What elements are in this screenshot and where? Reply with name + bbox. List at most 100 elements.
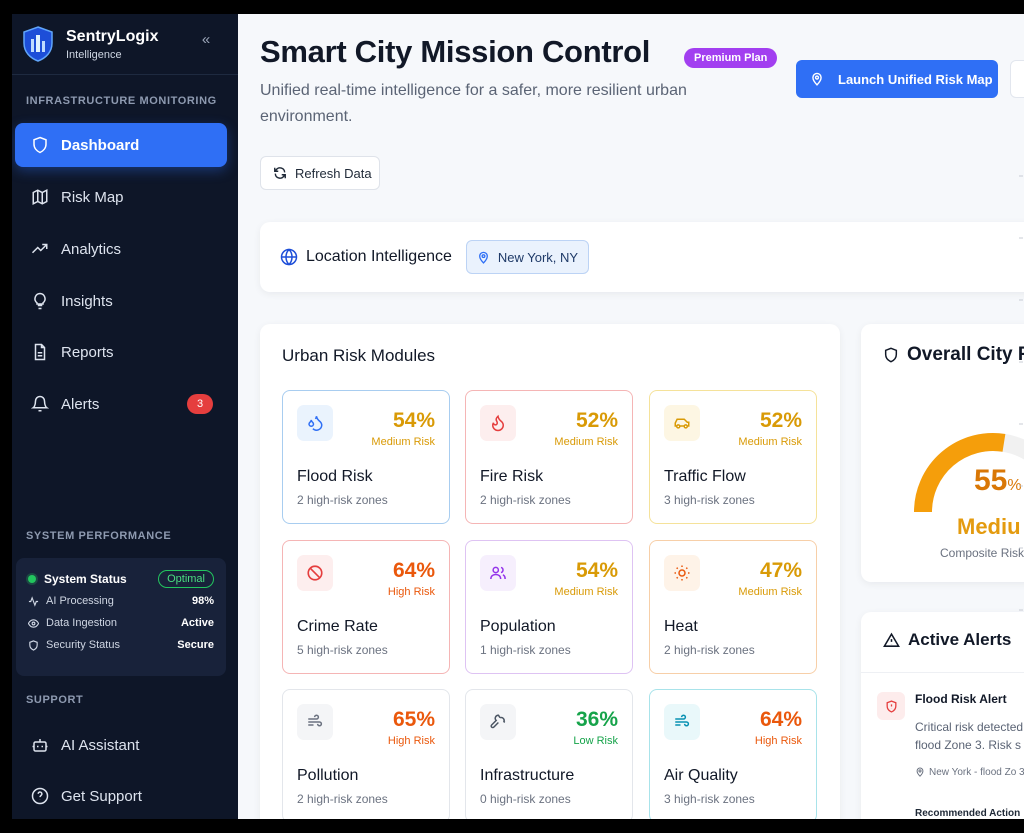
risk-name: Population (480, 618, 556, 636)
risk-name: Pollution (297, 767, 358, 785)
risk-tile-flood[interactable]: 54% Medium Risk Flood Risk 2 high-risk z… (282, 390, 450, 524)
sidebar-item-label: Risk Map (61, 189, 124, 206)
sidebar-item-ai-assistant[interactable]: AI Assistant (15, 723, 227, 767)
help-circle-icon (31, 787, 49, 805)
risk-percentage: 47% (760, 559, 802, 583)
risk-name: Traffic Flow (664, 468, 746, 486)
sidebar-item-analytics[interactable]: Analytics (15, 227, 227, 271)
refresh-data-button[interactable]: Refresh Data (260, 156, 380, 190)
alert-location-text: New York - flood Zo 3 (929, 766, 1024, 779)
risk-zones: 3 high-risk zones (664, 792, 755, 806)
location-city: New York, NY (498, 250, 578, 265)
launch-risk-map-button[interactable]: Launch Unified Risk Map (796, 60, 998, 98)
overall-city-risk-card: Overall City R 55% Mediu Composite Risk (861, 324, 1024, 582)
risk-tile-fire[interactable]: 52% Medium Risk Fire Risk 2 high-risk zo… (465, 390, 633, 524)
map-pin-icon (915, 767, 925, 777)
ban-icon (297, 555, 333, 591)
risk-tile-crime[interactable]: 64% High Risk Crime Rate 5 high-risk zon… (282, 540, 450, 674)
alert-triangle-icon (883, 632, 900, 649)
risk-name: Heat (664, 618, 698, 636)
sun-icon (664, 555, 700, 591)
risk-level: Medium Risk (738, 436, 802, 448)
perf-value: 98% (192, 595, 214, 607)
launch-button-label: Launch Unified Risk Map (838, 72, 993, 87)
risk-tile-heat[interactable]: 47% Medium Risk Heat 2 high-risk zones (649, 540, 817, 674)
risk-tile-traffic[interactable]: 52% Medium Risk Traffic Flow 3 high-risk… (649, 390, 817, 524)
overall-title: Overall City R (907, 344, 1024, 366)
urban-risk-modules-card: Urban Risk Modules 54% Medium Risk Flood… (260, 324, 840, 819)
overall-risk-level: Mediu (957, 514, 1021, 540)
risk-zones: 5 high-risk zones (297, 643, 388, 657)
location-selector[interactable]: New York, NY (466, 240, 589, 274)
map-icon (31, 188, 49, 206)
main-content: Smart City Mission Control Premium Plan … (238, 14, 1024, 819)
location-intelligence-card: Location Intelligence New York, NY (260, 222, 1024, 292)
perf-row-security-status: Security Status Secure (28, 634, 214, 656)
risk-level: Medium Risk (554, 436, 618, 448)
perf-value: Active (181, 617, 214, 629)
sidebar-item-label: Reports (61, 344, 114, 361)
brand-logo-icon (22, 26, 54, 62)
alerts-title: Active Alerts (908, 630, 1011, 650)
risk-level: Medium Risk (554, 586, 618, 598)
map-pin-icon (810, 72, 824, 86)
risk-percentage: 52% (760, 409, 802, 433)
car-icon (664, 405, 700, 441)
risk-name: Flood Risk (297, 468, 373, 486)
wrench-icon (480, 704, 516, 740)
premium-plan-badge: Premium Plan (684, 48, 777, 68)
risk-name: Infrastructure (480, 767, 574, 785)
risk-percentage: 54% (576, 559, 618, 583)
risk-percentage: 65% (393, 708, 435, 732)
overall-risk-value: 55% (974, 464, 1022, 498)
sidebar-item-dashboard[interactable]: Dashboard (15, 123, 227, 167)
wind-icon (664, 704, 700, 740)
risk-tile-pollution[interactable]: 65% High Risk Pollution 2 high-risk zone… (282, 689, 450, 819)
sidebar: SentryLogix Intelligence « INFRASTRUCTUR… (12, 14, 238, 819)
alert-description: Critical risk detected in flood Zone 3. … (915, 718, 1024, 754)
risk-zones: 1 high-risk zones (480, 643, 571, 657)
shield-icon (883, 347, 899, 363)
status-badge: Optimal (158, 570, 214, 588)
sidebar-item-reports[interactable]: Reports (15, 330, 227, 374)
sidebar-item-alerts[interactable]: Alerts 3 (15, 382, 227, 426)
perf-label: Data Ingestion (46, 617, 117, 629)
map-pin-icon (477, 251, 490, 264)
risk-tile-infrastructure[interactable]: 36% Low Risk Infrastructure 0 high-risk … (465, 689, 633, 819)
risk-zones: 2 high-risk zones (297, 493, 388, 507)
status-dot-icon (28, 575, 36, 583)
sidebar-item-get-support[interactable]: Get Support (15, 774, 227, 818)
sidebar-item-insights[interactable]: Insights (15, 279, 227, 323)
sidebar-item-label: Dashboard (61, 137, 139, 154)
system-status-title: System Status (44, 572, 127, 586)
risk-tile-population[interactable]: 54% Medium Risk Population 1 high-risk z… (465, 540, 633, 674)
risk-percentage: 52% (576, 409, 618, 433)
brand-name: SentryLogix (66, 28, 158, 46)
sidebar-item-risk-map[interactable]: Risk Map (15, 175, 227, 219)
bot-icon (31, 736, 49, 754)
risk-tile-air-quality[interactable]: 64% High Risk Air Quality 3 high-risk zo… (649, 689, 817, 819)
globe-icon (280, 248, 298, 266)
scroll-edge-ticks (1018, 174, 1024, 654)
location-title: Location Intelligence (306, 248, 452, 266)
risk-zones: 2 high-risk zones (480, 493, 571, 507)
shield-alert-icon (877, 692, 905, 720)
perf-label: AI Processing (46, 595, 114, 607)
risk-zones: 2 high-risk zones (297, 792, 388, 806)
users-icon (480, 555, 516, 591)
alerts-divider (861, 672, 1024, 673)
alert-title[interactable]: Flood Risk Alert (915, 692, 1007, 706)
activity-icon (28, 596, 39, 607)
droplets-icon (297, 405, 333, 441)
flame-icon (480, 405, 516, 441)
active-alerts-card: Active Alerts Flood Risk Alert Critical … (861, 612, 1024, 819)
file-text-icon (31, 343, 49, 361)
trending-up-icon (31, 240, 49, 258)
secondary-action-button[interactable] (1010, 60, 1024, 98)
risk-level: High Risk (755, 735, 802, 747)
app-window: SentryLogix Intelligence « INFRASTRUCTUR… (12, 14, 1024, 819)
overall-risk-caption: Composite Risk (940, 546, 1024, 560)
risk-name: Crime Rate (297, 618, 378, 636)
risk-level: Medium Risk (738, 586, 802, 598)
collapse-sidebar-button[interactable]: « (198, 32, 214, 48)
